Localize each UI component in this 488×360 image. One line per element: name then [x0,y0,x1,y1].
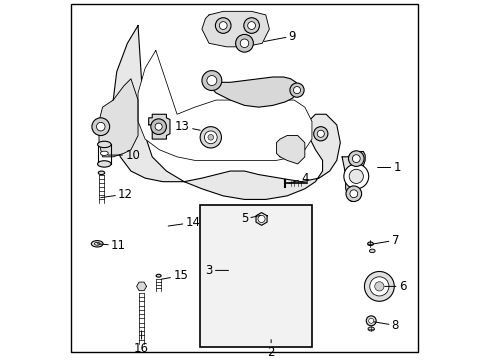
Circle shape [204,131,217,144]
Ellipse shape [98,141,111,148]
Ellipse shape [368,249,374,253]
Circle shape [155,123,162,130]
Circle shape [206,76,216,86]
Circle shape [207,135,213,140]
Text: 6: 6 [384,280,406,293]
Text: 1: 1 [377,161,400,174]
Circle shape [349,190,357,198]
Ellipse shape [367,242,372,246]
Circle shape [289,83,304,97]
Text: 7: 7 [373,234,398,247]
Circle shape [258,215,264,222]
Polygon shape [276,136,304,164]
Text: 15: 15 [161,269,188,282]
Circle shape [348,169,363,184]
Ellipse shape [98,171,104,175]
Polygon shape [148,114,170,139]
Text: 9: 9 [264,30,296,43]
Text: 13: 13 [175,120,200,133]
Circle shape [348,151,364,166]
Circle shape [366,316,375,326]
Text: 12: 12 [101,188,133,201]
Circle shape [219,22,226,30]
Circle shape [343,164,368,189]
Circle shape [313,127,327,141]
Circle shape [369,277,388,296]
Circle shape [200,127,221,148]
Circle shape [92,118,109,136]
Circle shape [317,130,324,137]
Polygon shape [202,12,269,47]
Text: 8: 8 [373,319,398,332]
Circle shape [215,18,230,33]
Circle shape [235,35,253,52]
Circle shape [202,71,222,90]
Circle shape [293,86,300,94]
Text: 4: 4 [288,172,308,185]
Circle shape [346,186,361,202]
Circle shape [96,122,105,131]
Ellipse shape [156,274,161,277]
Text: 5: 5 [240,212,260,225]
Ellipse shape [100,151,108,156]
Text: 2: 2 [267,339,274,359]
Circle shape [240,39,248,48]
Polygon shape [113,26,340,199]
Polygon shape [207,77,299,107]
Polygon shape [342,152,365,201]
Text: 3: 3 [205,264,228,277]
Circle shape [244,18,259,33]
Text: 14: 14 [168,216,200,229]
Circle shape [352,155,360,162]
Polygon shape [99,79,138,157]
Ellipse shape [91,240,103,247]
Ellipse shape [94,242,100,245]
Circle shape [364,271,393,301]
Polygon shape [136,282,146,291]
Circle shape [368,318,373,323]
Text: 11: 11 [97,239,126,252]
Circle shape [247,22,255,30]
Ellipse shape [98,161,111,167]
Text: 16: 16 [134,331,149,355]
Ellipse shape [367,327,374,331]
Text: 10: 10 [108,149,140,162]
Polygon shape [138,50,311,161]
Circle shape [374,282,383,291]
Circle shape [150,119,166,135]
Bar [200,205,311,347]
Polygon shape [256,212,266,225]
